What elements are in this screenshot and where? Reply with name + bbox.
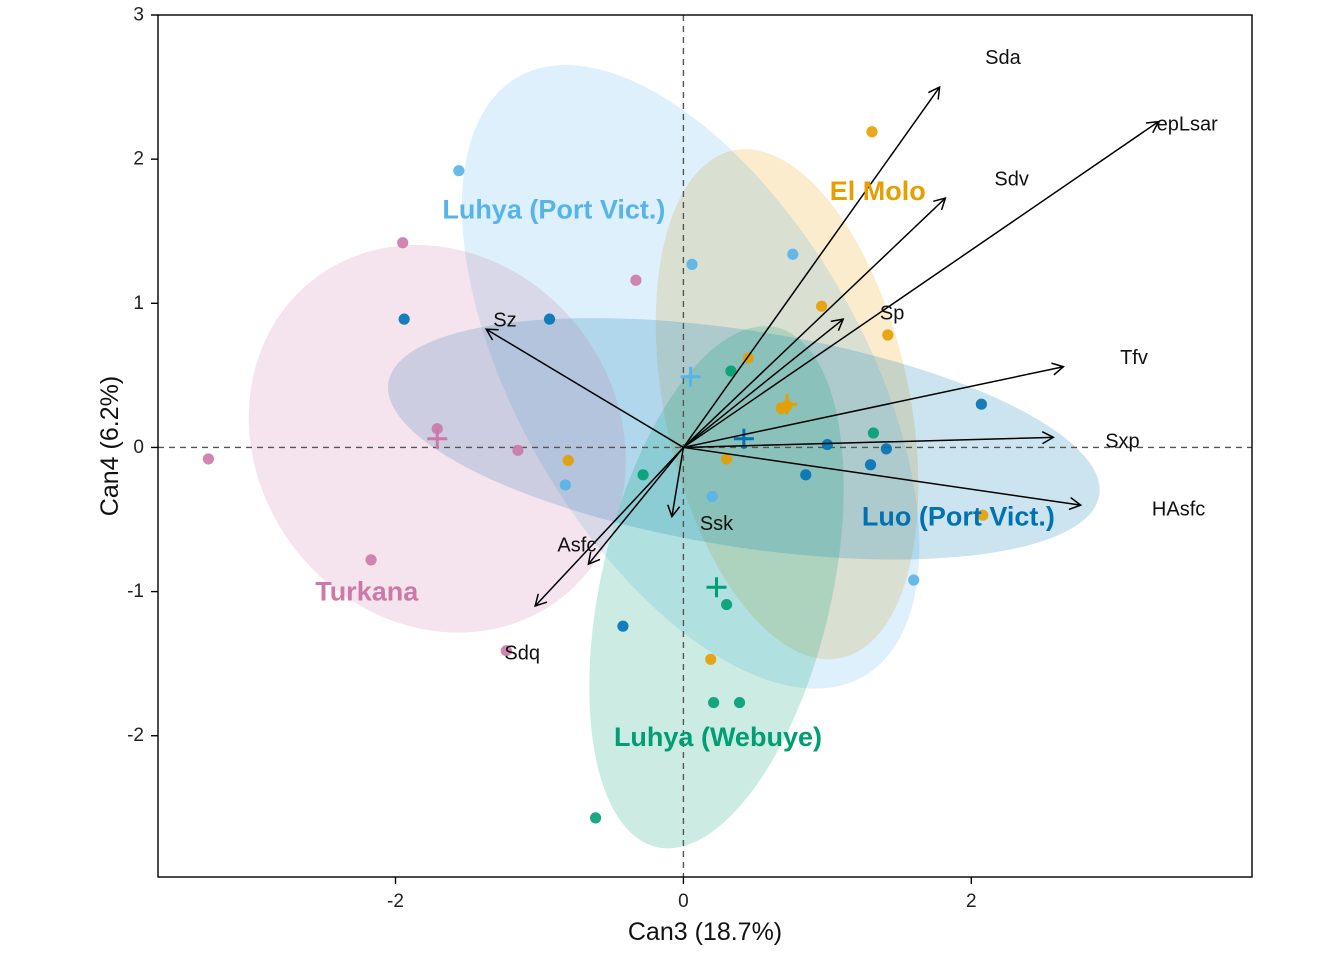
variable-label-tfv: Tfv — [1120, 347, 1148, 369]
centroid-marker-4 — [706, 577, 727, 598]
y-tick-label: 1 — [133, 293, 144, 314]
variable-vector-ssk — [667, 447, 685, 519]
data-point-group-3 — [431, 423, 443, 435]
y-tick-label: 0 — [133, 437, 144, 458]
data-point-group-4 — [733, 696, 746, 709]
y-tick-label: 3 — [133, 5, 144, 26]
x-tick-label: 2 — [966, 891, 977, 912]
variable-vector-tfv — [683, 362, 1065, 449]
data-points — [202, 126, 989, 824]
data-point-group-0 — [562, 454, 574, 467]
data-point-group-3 — [365, 554, 377, 566]
group-label-1: Luhya (Port Vict.) — [442, 195, 665, 225]
data-point-group-4 — [708, 696, 720, 709]
group-labels: El Molo Luhya (Port Vict.) Luo (Port Vict.… — [315, 176, 1055, 752]
x-tick-label: 0 — [678, 891, 689, 912]
data-point-group-2 — [864, 459, 877, 471]
data-point-group-3 — [512, 444, 524, 456]
data-point-group-0 — [815, 300, 828, 312]
variable-labels: Sda epLsar Sdv Sp Tfv Sxp HAsfc Sz Ssk Asfc Sdq — [493, 47, 1218, 664]
data-point-group-0 — [866, 126, 878, 138]
variable-label-asfc: Asfc — [557, 534, 596, 556]
plot-frame — [157, 14, 1253, 878]
group-label-4: Luhya (Webuye) — [614, 722, 822, 752]
data-point-group-0 — [705, 653, 717, 665]
variable-vector-sp — [682, 318, 845, 449]
reference-lines — [158, 15, 1252, 877]
variable-label-sp: Sp — [880, 302, 904, 324]
data-point-group-1 — [787, 248, 799, 260]
data-point-group-4 — [720, 598, 733, 611]
variable-vector-sdv — [682, 196, 947, 448]
variable-label-hasfc: HAsfc — [1152, 498, 1205, 520]
variable-vector-sxp — [683, 430, 1055, 449]
data-point-group-0 — [720, 453, 733, 465]
variable-label-sxp: Sxp — [1105, 431, 1139, 453]
data-point-group-2 — [398, 313, 410, 325]
variable-vector-asfc — [587, 446, 684, 566]
data-point-group-0 — [882, 329, 894, 341]
x-axis-title: Can3 (18.7%) — [628, 918, 782, 946]
variable-vector-hasfc — [683, 446, 1083, 511]
data-point-group-1 — [453, 165, 465, 177]
data-point-group-1 — [706, 490, 718, 503]
data-point-group-2 — [821, 438, 833, 451]
variable-label-sdq: Sdq — [504, 643, 540, 665]
variable-vector-sdq — [534, 446, 684, 608]
data-point-group-1 — [686, 258, 698, 270]
y-axis-title: Can4 (6.2%) — [96, 376, 124, 516]
variable-label-sz: Sz — [493, 310, 516, 332]
data-point-group-4 — [867, 427, 880, 439]
data-point-group-0 — [977, 509, 989, 521]
data-point-group-4 — [725, 365, 737, 377]
data-point-group-3 — [630, 274, 642, 286]
variable-vector-sz — [484, 328, 684, 449]
variable-label-ssk: Ssk — [700, 513, 734, 535]
data-point-group-1 — [559, 479, 571, 491]
data-point-group-1 — [908, 574, 920, 586]
group-label-2: Luo (Port Vict.) — [862, 502, 1055, 532]
data-point-group-3 — [500, 645, 512, 657]
centroid-marker-3 — [427, 428, 448, 449]
data-point-group-2 — [800, 469, 812, 481]
axes: -2 0 2 -2 -1 0 1 2 3 — [127, 5, 976, 913]
centroid-marker-1 — [680, 366, 701, 387]
data-point-group-3 — [397, 237, 409, 249]
data-point-group-4 — [590, 812, 602, 824]
centroid-marker-0 — [777, 394, 798, 415]
data-point-group-2 — [543, 313, 556, 325]
x-tick-label: -2 — [387, 891, 404, 912]
y-tick-label: -2 — [127, 725, 144, 746]
variable-label-eplsar: epLsar — [1157, 114, 1218, 136]
variable-label-sda: Sda — [985, 47, 1021, 69]
variable-vectors — [484, 85, 1160, 608]
y-tick-label: -1 — [127, 581, 144, 602]
y-tick-label: 2 — [133, 149, 144, 170]
data-point-group-4 — [637, 469, 649, 481]
data-point-group-2 — [975, 398, 987, 410]
group-label-3: Turkana — [315, 577, 419, 607]
variable-vector-eplsar — [682, 120, 1160, 449]
variable-label-sdv: Sdv — [994, 168, 1028, 190]
group-label-0: El Molo — [830, 176, 926, 206]
data-point-group-3 — [202, 453, 214, 465]
data-point-group-2 — [880, 443, 892, 455]
variable-vector-sda — [682, 85, 941, 448]
data-point-group-2 — [617, 620, 629, 632]
